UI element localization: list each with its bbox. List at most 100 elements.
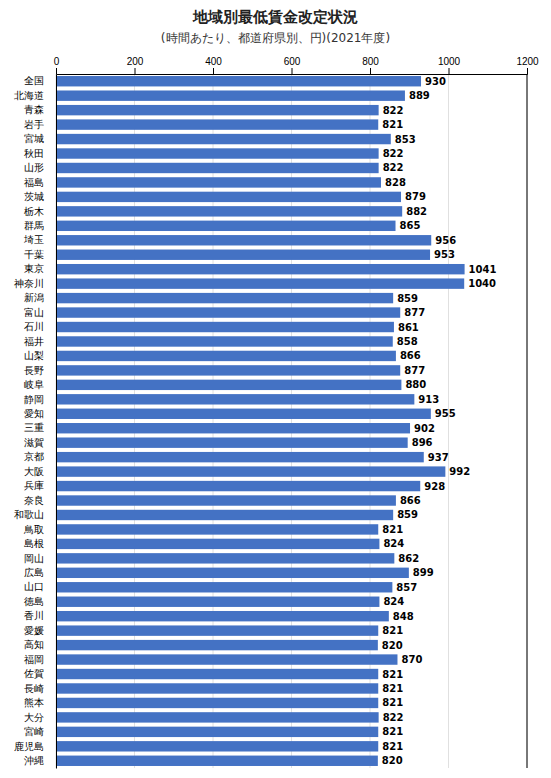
bar bbox=[56, 134, 391, 144]
y-tick-label: 鹿児島 bbox=[14, 741, 44, 752]
y-tick-label: 兵庫 bbox=[24, 480, 44, 491]
plot: 020040060080010001200全国北海道青森岩手宮城秋田山形福島茨城… bbox=[14, 56, 539, 769]
bar bbox=[56, 336, 393, 346]
y-tick-label: 静岡 bbox=[24, 394, 44, 405]
bar bbox=[56, 351, 396, 361]
bar bbox=[56, 119, 378, 129]
y-tick: 長野 bbox=[24, 365, 44, 376]
bar bbox=[56, 553, 394, 563]
x-tick-mark bbox=[56, 68, 57, 74]
bar bbox=[56, 192, 401, 202]
data-label: 877 bbox=[404, 365, 425, 376]
y-tick-label: 埼玉 bbox=[23, 234, 44, 245]
y-tick-label: 茨城 bbox=[24, 191, 44, 202]
bar bbox=[56, 380, 401, 390]
y-tick: 茨城 bbox=[24, 191, 44, 202]
bar bbox=[56, 712, 379, 722]
data-label: 858 bbox=[397, 336, 418, 347]
y-tick-label: 愛知 bbox=[24, 408, 44, 419]
y-tick: 滋賀 bbox=[24, 437, 44, 448]
y-tick-label: 京都 bbox=[24, 451, 44, 462]
bar bbox=[56, 741, 378, 751]
data-label: 930 bbox=[425, 76, 446, 87]
y-tick: 和歌山 bbox=[14, 509, 44, 520]
y-tick-label: 山梨 bbox=[24, 350, 44, 361]
x-tick-label: 200 bbox=[127, 56, 144, 67]
data-label: 866 bbox=[400, 495, 421, 506]
y-tick: 大阪 bbox=[24, 466, 44, 477]
y-tick-label: 長野 bbox=[24, 365, 44, 376]
data-label: 822 bbox=[383, 712, 404, 723]
bar bbox=[56, 409, 431, 419]
y-tick: 宮崎 bbox=[24, 726, 44, 737]
x-tick: 600 bbox=[284, 56, 301, 74]
x-tick-mark bbox=[527, 68, 528, 74]
data-label: 879 bbox=[405, 191, 426, 202]
data-label: 821 bbox=[382, 625, 403, 636]
y-tick: 青森 bbox=[24, 104, 44, 115]
y-tick-label: 東京 bbox=[24, 263, 44, 274]
y-tick-label: 岡山 bbox=[24, 553, 44, 564]
bar bbox=[56, 90, 405, 100]
data-label: 862 bbox=[398, 553, 419, 564]
y-tick-label: 徳島 bbox=[24, 596, 44, 607]
y-tick-label: 群馬 bbox=[24, 220, 44, 231]
y-tick-label: 沖縄 bbox=[24, 755, 44, 766]
data-label: 865 bbox=[400, 220, 421, 231]
x-tick: 0 bbox=[54, 56, 60, 74]
x-axis-line bbox=[57, 68, 528, 75]
y-tick-label: 福島 bbox=[24, 177, 44, 188]
y-tick-label: 新潟 bbox=[24, 292, 44, 303]
y-tick-label: 大阪 bbox=[24, 466, 44, 477]
y-tick: 佐賀 bbox=[24, 668, 44, 679]
y-tick-label: 千葉 bbox=[24, 249, 44, 260]
x-tick-label: 800 bbox=[362, 56, 379, 67]
y-tick-label: 山形 bbox=[24, 162, 44, 173]
y-tick-label: 岐阜 bbox=[24, 379, 44, 390]
y-tick: 富山 bbox=[24, 307, 44, 318]
grid-line bbox=[527, 74, 528, 768]
y-tick-label: 岩手 bbox=[24, 119, 44, 130]
x-tick-mark bbox=[213, 68, 214, 74]
y-tick: 鹿児島 bbox=[14, 741, 44, 752]
y-tick-label: 奈良 bbox=[24, 495, 44, 506]
bar bbox=[56, 683, 378, 693]
data-label: 857 bbox=[396, 582, 417, 593]
data-label: 859 bbox=[397, 509, 418, 520]
y-tick: 京都 bbox=[24, 451, 44, 462]
data-label: 889 bbox=[409, 90, 430, 101]
data-label: 877 bbox=[404, 307, 425, 318]
y-tick: 栃木 bbox=[24, 206, 44, 217]
y-tick: 沖縄 bbox=[24, 755, 44, 766]
y-tick-label: 滋賀 bbox=[24, 437, 44, 448]
y-tick: 静岡 bbox=[24, 394, 44, 405]
y-tick-label: 和歌山 bbox=[14, 509, 44, 520]
bar bbox=[56, 524, 378, 534]
y-tick: 群馬 bbox=[24, 220, 44, 231]
y-tick-label: 愛媛 bbox=[24, 625, 44, 636]
x-tick: 800 bbox=[362, 56, 379, 74]
x-tick-mark bbox=[135, 68, 136, 74]
bar bbox=[56, 105, 379, 115]
bar bbox=[56, 756, 378, 766]
data-label: 824 bbox=[383, 538, 404, 549]
data-label: 861 bbox=[398, 322, 419, 333]
bar bbox=[56, 394, 414, 404]
y-tick: 石川 bbox=[24, 321, 44, 332]
data-label: 928 bbox=[424, 481, 445, 492]
y-tick: 兵庫 bbox=[24, 480, 44, 491]
y-tick-label: 三重 bbox=[24, 422, 44, 433]
bar bbox=[56, 437, 408, 447]
y-tick: 千葉 bbox=[24, 249, 44, 260]
data-label: 853 bbox=[395, 134, 416, 145]
subtitle: (時間あたり、都道府県別、円)(2021年度) bbox=[161, 31, 390, 45]
y-tick-label: 佐賀 bbox=[24, 668, 44, 679]
data-label: 821 bbox=[382, 697, 403, 708]
bar bbox=[56, 452, 424, 462]
data-label: 1041 bbox=[469, 264, 497, 275]
y-tick-label: 石川 bbox=[24, 321, 44, 332]
bar bbox=[56, 625, 378, 635]
y-tick: 徳島 bbox=[24, 596, 44, 607]
y-tick: 神奈川 bbox=[14, 278, 44, 289]
y-tick-label: 高知 bbox=[24, 639, 44, 650]
